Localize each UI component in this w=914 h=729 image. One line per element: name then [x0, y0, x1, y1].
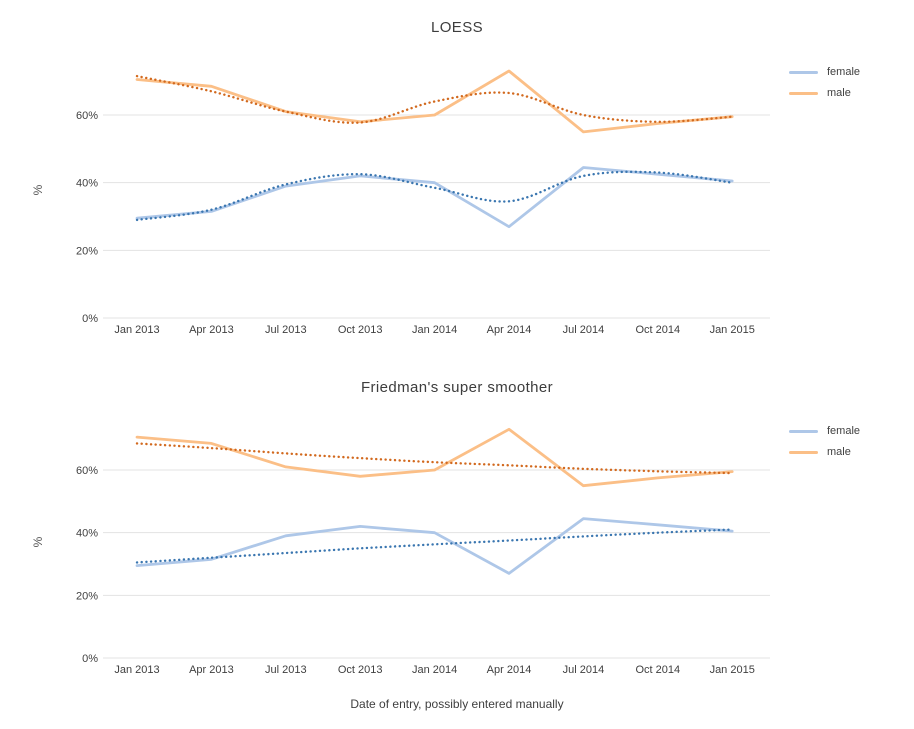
legend-label-female: female [827, 425, 861, 437]
x-tick-label: Jan 2014 [412, 664, 457, 676]
x-tick-label: Oct 2013 [338, 324, 383, 336]
x-tick-label: Jan 2014 [412, 324, 457, 336]
chart-loess: LOESS % 0% 20% 40% 60% Jan 2013 Apr 2013 Jul 2… [0, 0, 914, 360]
x-tick-label: Jul 2013 [265, 664, 307, 676]
x-tick-label: Oct 2014 [635, 324, 680, 336]
legend-item-female[interactable]: female [789, 65, 909, 79]
series-line-female[interactable] [135, 517, 734, 575]
x-axis-title: Date of entry, possibly entered manually [350, 697, 564, 711]
x-tick-label: Jul 2014 [563, 324, 605, 336]
y-tick-label: 40% [76, 528, 98, 540]
x-tick-label: Jul 2014 [563, 664, 605, 676]
smoother-line-female-LOESS-fit[interactable] [135, 170, 734, 222]
legend-super-smoother: female male [789, 424, 909, 459]
legend-label-female: female [827, 66, 861, 78]
super-smoother-plot-area[interactable]: 0% 20% 40% 60% Jan 2013 Apr 2013 Jul 2013 Oct 2… [0, 360, 914, 729]
chart-title-super-smoother: Friedman's super smoother [360, 379, 554, 396]
smoother-line-male-LOESS-fit[interactable] [135, 74, 734, 124]
series-line-male[interactable] [135, 427, 734, 488]
legend-loess: female male [789, 65, 909, 100]
y-tick-label: 60% [76, 465, 98, 477]
x-tick-label: Apr 2013 [189, 664, 234, 676]
series-line-male[interactable] [135, 69, 734, 134]
loess-plot-area[interactable]: 0% 20% 40% 60% Jan 2013 Apr 2013 Jul 2013 Oct 2… [0, 0, 914, 360]
legend-item-male[interactable]: male [789, 445, 909, 459]
smoother-line-female-super-smoother-fit[interactable] [135, 528, 734, 564]
y-tick-label: 20% [76, 590, 98, 602]
x-tick-label: Apr 2014 [487, 324, 532, 336]
x-tick-label: Oct 2014 [635, 664, 680, 676]
y-tick-label: 40% [76, 178, 98, 190]
legend-item-male[interactable]: male [789, 86, 909, 100]
series-line-female[interactable] [135, 166, 734, 229]
legend-item-female[interactable]: female [789, 424, 909, 438]
x-tick-label: Jan 2013 [114, 324, 159, 336]
x-tick-label: Apr 2013 [189, 324, 234, 336]
legend-label-male: male [827, 446, 851, 458]
x-tick-label: Jan 2013 [114, 664, 159, 676]
female-line-swatch [789, 429, 818, 433]
y-tick-label: 20% [76, 245, 98, 257]
x-tick-label: Jan 2015 [710, 664, 755, 676]
male-line-swatch [789, 450, 818, 454]
chart-title-loess: LOESS [430, 19, 484, 36]
legend-label-male: male [827, 87, 851, 99]
y-tick-label: 0% [82, 313, 98, 325]
y-tick-label: 60% [76, 110, 98, 122]
x-tick-label: Apr 2014 [487, 664, 532, 676]
chart-super-smoother: Friedman's super smoother % 0% 20% 40% 60% J… [0, 360, 914, 729]
x-tick-label: Jul 2013 [265, 324, 307, 336]
x-tick-label: Oct 2013 [338, 664, 383, 676]
female-line-swatch [789, 70, 818, 74]
male-line-swatch [789, 91, 818, 95]
y-tick-label: 0% [82, 653, 98, 665]
x-tick-label: Jan 2015 [710, 324, 755, 336]
